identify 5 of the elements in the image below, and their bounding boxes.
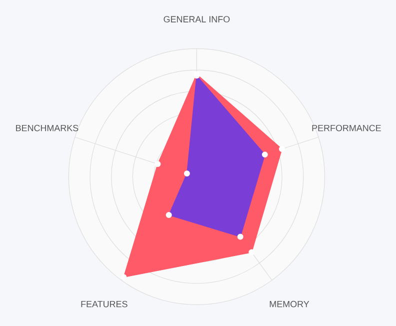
- spoke-label: BENCHMARKS: [16, 124, 78, 132]
- spoke-label: PERFORMANCE: [312, 124, 381, 132]
- spoke-label: GENERAL INFO: [164, 16, 230, 22]
- spoke-label: FEATURES: [81, 300, 128, 308]
- spoke-label: MEMORY: [270, 300, 310, 308]
